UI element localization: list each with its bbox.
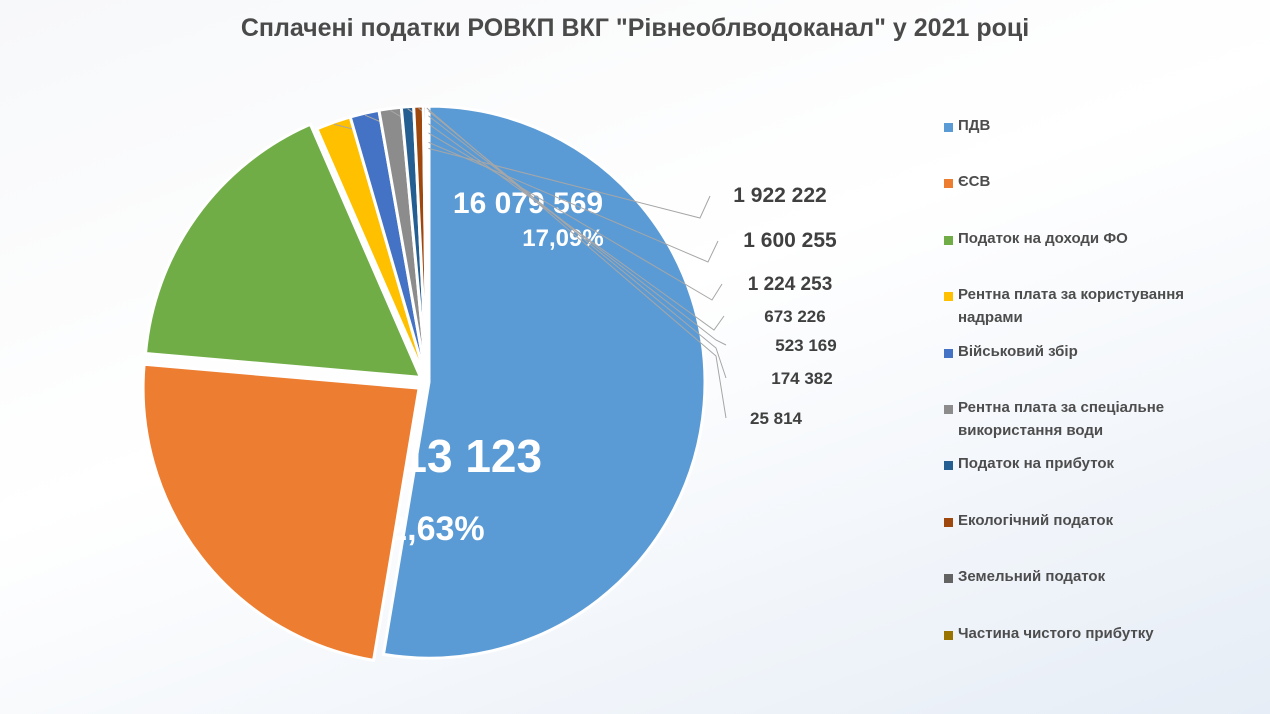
leader-line-3 <box>333 123 711 219</box>
legend-swatch <box>944 631 953 640</box>
slice-value-label-6: 673 226 <box>764 307 825 326</box>
legend-swatch <box>944 292 953 301</box>
legend-item-2: Податок на доходи ФО <box>944 230 1128 250</box>
legend-label: Рентна плата за спеціальне використання … <box>958 399 1165 439</box>
legend-item-1: ЄСВ <box>944 173 990 193</box>
legend-swatch <box>944 179 953 188</box>
pie-slice-1 <box>141 362 421 663</box>
legend-swatch <box>944 574 953 583</box>
legend-swatch <box>944 236 953 245</box>
slice-value-label-5: 1 224 253 <box>748 274 833 295</box>
legend-item-7: Екологічний податок <box>944 512 1113 532</box>
slice-value-label-7: 523 169 <box>775 336 836 355</box>
pie-slice-0 <box>381 104 707 660</box>
legend-item-6: Податок на прибуток <box>944 455 1114 475</box>
slice-value-label-3: 1 922 222 <box>733 184 826 207</box>
slice-value-label-9: 25 814 <box>750 409 803 428</box>
legend-swatch <box>944 405 953 414</box>
legend-swatch <box>944 461 953 470</box>
pie-slice-2 <box>143 122 423 380</box>
legend-label: Рентна плата за користування надрами <box>958 286 1185 326</box>
legend-label: Частина чистого прибутку <box>958 625 1154 642</box>
legend-label: Податок на доходи ФО <box>958 230 1128 247</box>
slice-value-label-4: 1 600 255 <box>743 229 837 252</box>
legend-swatch <box>944 518 953 527</box>
legend-item-3: Рентна плата за користування надрами <box>944 286 1198 329</box>
legend-label: Податок на прибуток <box>958 455 1115 472</box>
slice-value-label-8: 174 382 <box>771 369 832 388</box>
leader-line-9 <box>426 107 727 419</box>
legend-item-4: Військовий збір <box>944 343 1078 363</box>
leader-line-4 <box>364 114 719 263</box>
legend-label: ПДВ <box>958 117 991 134</box>
legend-swatch <box>944 349 953 358</box>
leader-line-6 <box>407 108 725 331</box>
legend-item-0: ПДВ <box>944 117 990 137</box>
legend-label: Земельний податок <box>958 568 1106 585</box>
legend-item-5: Рентна плата за спеціальне використання … <box>944 399 1198 442</box>
leader-line-8 <box>424 107 727 379</box>
legend-label: Військовий збір <box>958 343 1078 360</box>
legend-label: ЄСВ <box>958 173 991 190</box>
legend-swatch <box>944 123 953 132</box>
legend-item-9: Частина чистого прибутку <box>944 625 1154 645</box>
chart-title: Сплачені податки РОВКП ВКГ "Рівнеоблводо… <box>240 14 1030 42</box>
legend-item-8: Земельний податок <box>944 568 1105 588</box>
legend-label: Екологічний податок <box>958 512 1114 529</box>
